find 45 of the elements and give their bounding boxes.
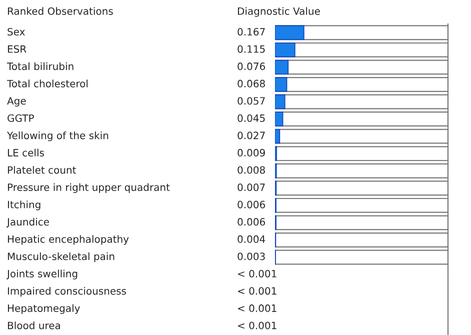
y-tick-label: Total bilirubin: [6, 62, 74, 70]
y-tick-label: Total cholesterol: [6, 80, 88, 88]
data-label: 0.115: [238, 45, 265, 53]
data-label: 0.003: [238, 252, 265, 260]
data-label: 0.006: [238, 218, 265, 226]
bar: [275, 60, 289, 75]
text: < 0.001: [238, 322, 276, 330]
bar: [275, 128, 280, 144]
y-tick-label: GGTP: [8, 114, 34, 122]
y-tick-label: LE cells: [8, 148, 44, 156]
data-label: 0.009: [238, 148, 265, 156]
y-tick-label: Hepatomegaly: [8, 304, 80, 314]
y-tick-label: Itching: [8, 200, 40, 210]
data-label: 0.004: [238, 235, 266, 243]
y-tick-label: Musculo-skeletal pain: [8, 252, 114, 262]
data-label: 0.057: [238, 97, 265, 105]
x-axis-title: Diagnostic Value: [238, 7, 320, 17]
y-tick-label: ESR: [8, 45, 26, 53]
y-tick-label: Pressure in right upper quadrant: [8, 183, 170, 193]
y-axis-title: Ranked Observations: [8, 7, 113, 15]
data-label: 0.076: [238, 62, 265, 70]
data-label: 0.008: [238, 166, 265, 174]
y-tick-label: Yellowing of the skin: [6, 131, 108, 142]
bar: [275, 94, 286, 110]
bar: [275, 77, 288, 92]
y-tick-label: Platelet count: [8, 166, 76, 174]
bar: [275, 25, 304, 40]
data-label: 0.045: [238, 114, 265, 122]
y-tick-label: Joints swelling: [6, 270, 78, 280]
data-label: 0.068: [238, 80, 265, 88]
text: < 0.001: [238, 287, 276, 295]
y-tick-label: Blood urea: [8, 322, 60, 330]
y-tick-label: Hepatic encephalopathy: [8, 235, 129, 245]
text: < 0.001: [238, 270, 276, 278]
y-tick-label: Age: [7, 97, 26, 107]
text: < 0.001: [238, 304, 276, 312]
data-label: 0.167: [238, 28, 265, 36]
data-label: 0.007: [238, 183, 265, 192]
y-tick-label: Jaundice: [6, 218, 49, 228]
data-label: 0.027: [238, 132, 265, 140]
bar: [275, 42, 296, 58]
bar: [275, 112, 284, 126]
y-tick-label: Sex: [8, 28, 25, 36]
data-label: 0.006: [238, 200, 265, 208]
y-tick-label: Impaired consciousness: [8, 286, 126, 297]
